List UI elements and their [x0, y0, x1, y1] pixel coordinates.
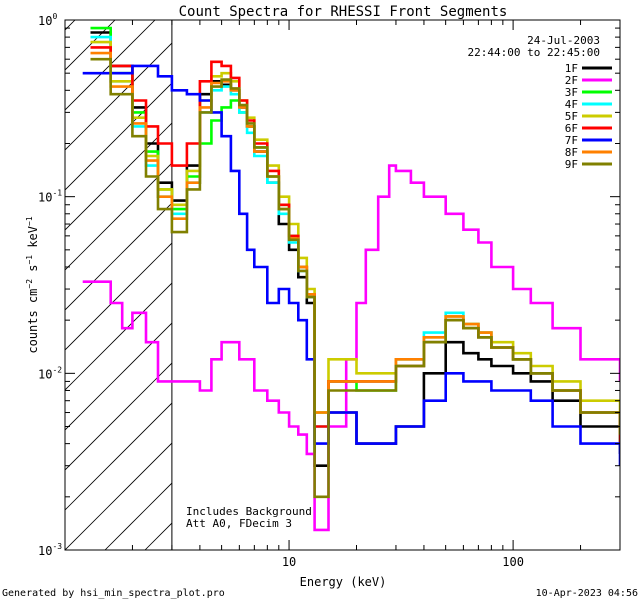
- y-tick-labels: 100 10-1 10-2 10-3: [38, 12, 62, 558]
- y-axis-label-exp3: −1: [25, 216, 34, 226]
- chart-title: Count Spectra for RHESSI Front Segments: [179, 4, 508, 20]
- y-tick-label: 10-3: [38, 542, 62, 558]
- legend-label-9f: 9F: [565, 158, 578, 171]
- hatch-line: [65, 82, 172, 191]
- hatch-line: [65, 442, 172, 550]
- series-line-1f: [90, 31, 620, 467]
- legend-label-3f: 3F: [565, 86, 578, 99]
- x-tick-label: 10: [282, 555, 296, 569]
- hatch-line: [0, 0, 105, 550]
- hatch-line: [65, 202, 172, 311]
- series-line-8f: [90, 51, 620, 435]
- series-line-7f: [82, 64, 620, 466]
- hatch-line: [65, 322, 172, 431]
- legend-label-8f: 8F: [565, 146, 578, 159]
- y-axis-label-exp1: −2: [25, 279, 34, 289]
- hatch-line: [65, 162, 172, 271]
- x-tick-labels: 10 100: [282, 555, 524, 569]
- series-line-2f: [82, 164, 620, 532]
- series-line-5f: [90, 40, 620, 427]
- footer-generated-by: Generated by hsi_min_spectra_plot.pro: [2, 588, 225, 599]
- plot-frame: [64, 19, 621, 551]
- series-line-9f: [90, 57, 620, 499]
- hatch-line: [65, 20, 116, 71]
- legend-label-5f: 5F: [565, 110, 578, 123]
- legend-label-4f: 4F: [565, 98, 578, 111]
- legend-label-2f: 2F: [565, 74, 578, 87]
- hatch-line: [65, 362, 172, 471]
- y-tick-label: 10-1: [38, 189, 62, 205]
- hatch-line: [65, 402, 172, 511]
- series-layer: [82, 26, 620, 532]
- hatch-lines: [0, 0, 172, 550]
- y-axis-label-end: keV: [26, 226, 40, 255]
- hatched-region: [0, 0, 173, 550]
- date-label: 24-Jul-2003: [527, 34, 600, 47]
- annotation-background: Includes Background: [186, 505, 312, 518]
- x-tick-label: 100: [502, 555, 524, 569]
- x-axis-label: Energy (keV): [300, 575, 387, 589]
- y-axis-label-exp2: −1: [25, 255, 34, 265]
- hatch-line: [65, 242, 172, 351]
- axis-ticks: [64, 19, 621, 551]
- hatch-line: [104, 482, 172, 550]
- y-axis-label: counts cm−2 s−1 keV−1: [25, 216, 40, 353]
- time-range-label: 22:44:00 to 22:45:00: [468, 46, 600, 59]
- legend-label-7f: 7F: [565, 134, 578, 147]
- annotation-attenuator: Att A0, FDecim 3: [186, 517, 292, 530]
- legend-label-6f: 6F: [565, 122, 578, 135]
- legend-label-1f: 1F: [565, 62, 578, 75]
- hatch-line: [65, 20, 156, 111]
- hatch-line: [65, 282, 172, 391]
- y-tick-label: 100: [38, 12, 57, 28]
- footer-timestamp: 10-Apr-2023 04:56: [536, 588, 638, 599]
- y-axis-label-base: counts cm: [26, 289, 40, 354]
- y-tick-label: 10-2: [38, 365, 62, 381]
- hatch-line: [65, 42, 172, 151]
- y-axis-label-mid: s: [26, 265, 40, 279]
